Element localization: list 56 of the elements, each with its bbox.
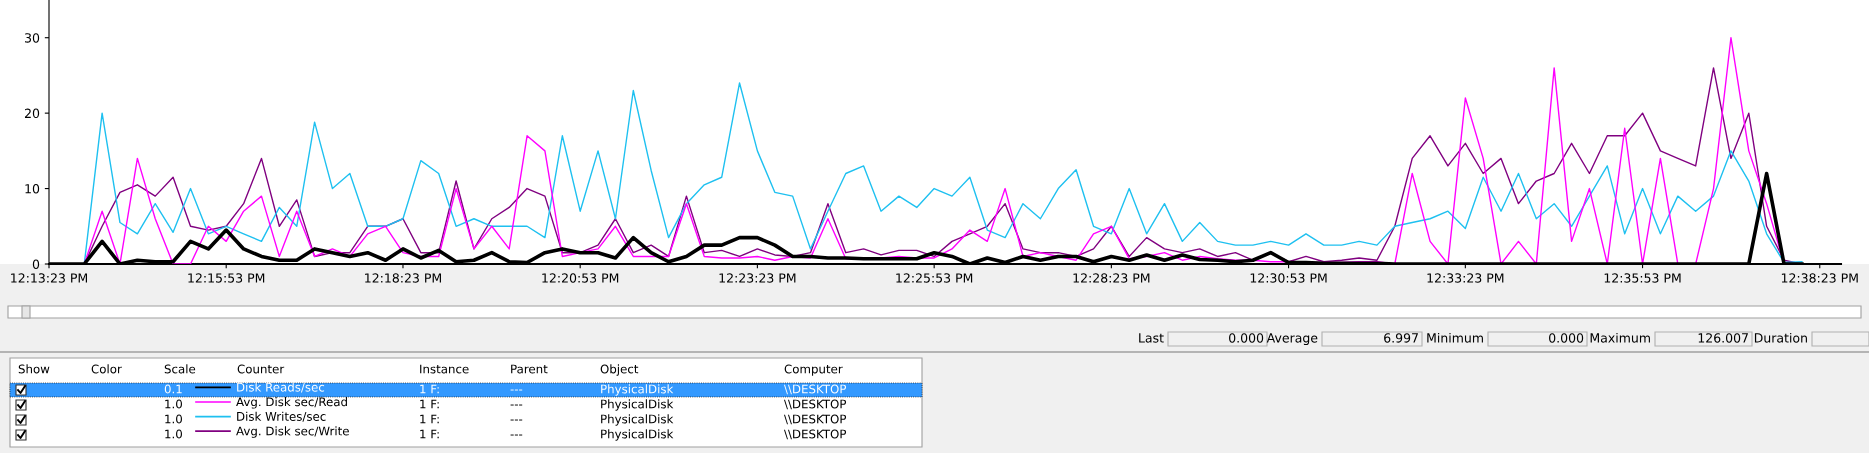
text: 1.0 xyxy=(165,399,182,409)
text: Minimum xyxy=(1427,332,1483,343)
text: Average xyxy=(1266,333,1318,346)
text: 1 F: xyxy=(420,399,439,409)
y-tick-label: 0 xyxy=(32,259,40,269)
text: Counter xyxy=(237,364,285,374)
x-tick-label: 12:18:23 PM xyxy=(365,273,441,283)
y-tick-label: 30 xyxy=(25,33,40,43)
text: \\DESKTOP xyxy=(784,399,847,410)
text: \\DESKTOP xyxy=(784,429,847,440)
text: Color xyxy=(91,364,122,374)
text: \\DESKTOP xyxy=(784,384,847,395)
x-tick-label: 12:20:53 PM xyxy=(542,273,619,283)
text: 1 F: xyxy=(420,429,439,439)
text: Scale xyxy=(164,364,196,374)
text: --- xyxy=(510,434,523,436)
x-tick-label: 12:30:53 PM xyxy=(1250,273,1327,283)
legend-label: Disk Reads/sec xyxy=(237,382,325,393)
text: 1 F: xyxy=(420,414,439,424)
text: Show xyxy=(18,364,50,374)
x-tick-label: 12:13:23 PM xyxy=(11,273,87,283)
x-tick-label: 12:35:53 PM xyxy=(1604,273,1681,283)
text: 126.007 xyxy=(1698,333,1748,343)
text: Computer xyxy=(784,364,843,376)
x-tick-label: 12:33:23 PM xyxy=(1427,273,1504,283)
text: Maximum xyxy=(1590,332,1650,343)
x-tick-label: 12:25:53 PM xyxy=(896,273,973,283)
text: PhysicalDisk xyxy=(601,414,674,426)
text: Instance xyxy=(420,364,469,374)
text: Parent xyxy=(511,364,548,374)
text: PhysicalDisk xyxy=(601,399,674,411)
text: PhysicalDisk xyxy=(601,384,674,396)
x-tick-label: 12:15:53 PM xyxy=(188,273,265,283)
text: 0.000 xyxy=(1229,333,1264,343)
legend-label: Disk Writes/sec xyxy=(237,411,326,422)
text: 1 F: xyxy=(420,384,439,394)
text: 1.0 xyxy=(165,414,182,424)
text: --- xyxy=(510,419,523,421)
text: Object xyxy=(600,364,639,376)
text: 0.000 xyxy=(1549,333,1584,343)
x-tick-label: 12:28:23 PM xyxy=(1073,273,1150,283)
y-tick-label: 10 xyxy=(25,184,40,194)
text: Last xyxy=(1139,333,1164,343)
text: Duration xyxy=(1754,332,1807,343)
legend-label: Avg. Disk sec/Read xyxy=(236,397,347,409)
text: --- xyxy=(510,404,523,406)
text: 1.0 xyxy=(165,429,182,439)
text: PhysicalDisk xyxy=(601,429,674,441)
y-tick-label: 20 xyxy=(24,108,40,119)
x-tick-label: 12:38:23 PM xyxy=(1781,273,1858,283)
text: --- xyxy=(510,389,523,391)
text: \\DESKTOP xyxy=(784,414,847,425)
text: 0.1 xyxy=(164,384,182,394)
text: 6.997 xyxy=(1384,333,1418,343)
legend-label: Avg. Disk sec/Write xyxy=(236,426,349,438)
x-tick-label: 12:23:23 PM xyxy=(719,273,796,283)
